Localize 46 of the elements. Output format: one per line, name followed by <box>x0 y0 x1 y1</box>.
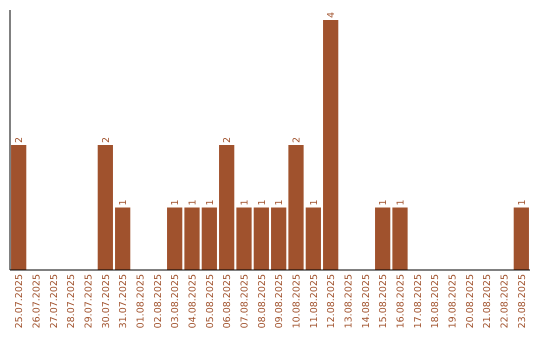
data-label: 1 <box>274 199 286 206</box>
data-label: 1 <box>240 199 250 206</box>
data-label: 1 <box>516 199 528 206</box>
x-tick-label: 29.07.2025 <box>84 274 94 328</box>
x-tick-label: 01.08.2025 <box>136 274 146 328</box>
x-tick-label: 15.08.2025 <box>378 274 390 328</box>
x-tick-label: 19.08.2025 <box>448 274 458 328</box>
x-tick-label: 11.08.2025 <box>308 274 320 328</box>
x-tick-label: 08.08.2025 <box>256 274 268 328</box>
x-tick-label: 25.07.2025 <box>14 274 26 328</box>
data-label: 1 <box>256 199 268 206</box>
x-tick-label: 27.07.2025 <box>48 274 60 328</box>
x-tick-label: 28.07.2025 <box>66 274 78 328</box>
data-label: 1 <box>396 199 406 206</box>
x-tick-label: 13.08.2025 <box>344 274 354 328</box>
data-label: 2 <box>14 136 26 143</box>
x-tick-label: 16.08.2025 <box>396 274 406 328</box>
data-label: 1 <box>378 199 390 206</box>
data-label: 1 <box>308 199 320 206</box>
x-tick-label: 17.08.2025 <box>412 274 424 328</box>
x-tick-label: 30.07.2025 <box>100 274 112 328</box>
x-tick-label: 22.08.2025 <box>500 274 510 328</box>
x-tick-label: 12.08.2025 <box>326 274 338 328</box>
x-tick-label: 07.08.2025 <box>240 274 250 328</box>
x-tick-label: 31.07.2025 <box>118 274 130 328</box>
data-label: 4 <box>326 12 338 18</box>
data-label: 1 <box>170 199 182 206</box>
x-tick-label: 02.08.2025 <box>152 274 164 328</box>
data-label: 2 <box>222 136 234 143</box>
x-tick-label: 03.08.2025 <box>170 274 182 328</box>
data-label: 1 <box>204 199 216 206</box>
x-tick-label: 23.08.2025 <box>516 274 528 328</box>
x-tick-label: 26.07.2025 <box>32 274 42 328</box>
data-label: 1 <box>188 199 198 206</box>
data-label: 2 <box>100 136 112 143</box>
x-tick-label: 04.08.2025 <box>188 274 198 328</box>
x-tick-label: 10.08.2025 <box>292 274 302 328</box>
x-tick-label: 09.08.2025 <box>274 274 286 328</box>
x-tick-label: 06.08.2025 <box>222 274 234 328</box>
x-tick-label: 21.08.2025 <box>482 274 494 328</box>
data-label: 1 <box>118 199 130 206</box>
x-tick-label: 18.08.2025 <box>430 274 442 328</box>
x-tick-label: 14.08.2025 <box>360 274 372 328</box>
data-label: 2 <box>292 136 302 143</box>
x-tick-label: 05.08.2025 <box>204 274 216 328</box>
x-tick-label: 20.08.2025 <box>464 274 476 328</box>
